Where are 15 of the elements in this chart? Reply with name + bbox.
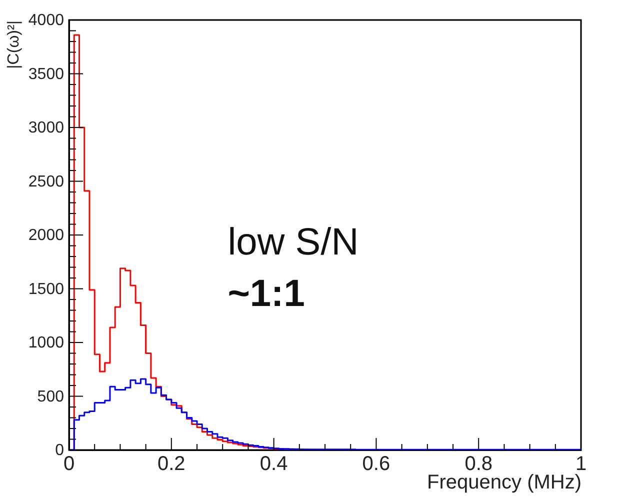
annotation: low S/N (228, 222, 359, 264)
y-tick-label: 3000 (28, 120, 64, 136)
annotation: ~1:1 (228, 273, 305, 316)
y-axis-title: |C(ω)²| (6, 20, 22, 69)
y-tick-label: 2500 (28, 173, 64, 190)
y-tick-label: 1000 (28, 334, 64, 352)
y-tick-label: 2000 (28, 227, 64, 244)
y-tick-label: 3500 (28, 66, 64, 83)
y-tick-label: 1500 (28, 280, 64, 298)
x-tick-label: 0.2 (157, 453, 186, 475)
x-tick-label: 0.6 (362, 453, 390, 475)
y-tick-label: 0 (55, 442, 64, 459)
y-tick-label: 4000 (28, 12, 64, 29)
y-tick-label: 500 (37, 388, 64, 406)
x-tick-label: 0.4 (260, 453, 288, 475)
